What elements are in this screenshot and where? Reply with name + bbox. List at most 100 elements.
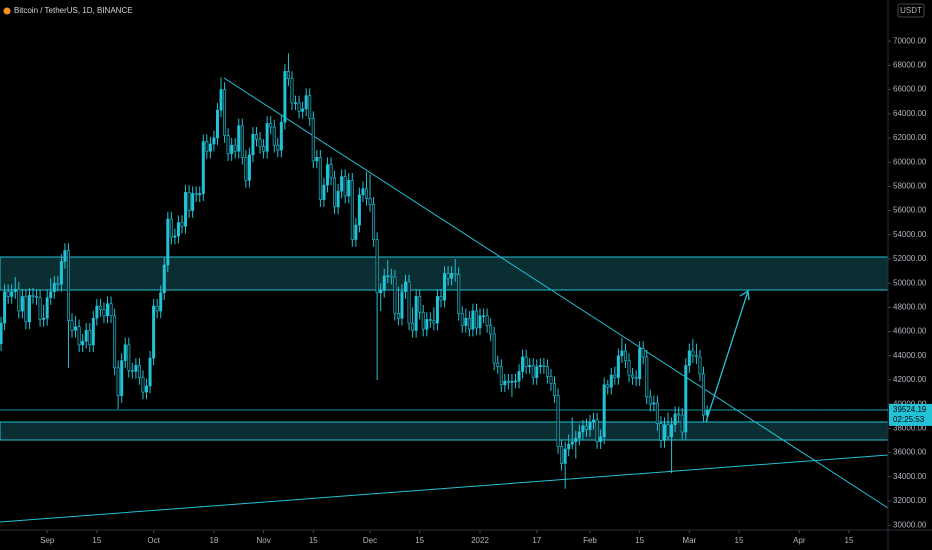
- candle-body: [169, 218, 173, 238]
- candle-body: [38, 297, 42, 320]
- candle-body: [482, 315, 486, 317]
- candle-body: [255, 134, 259, 140]
- candle-body: [59, 261, 63, 285]
- candle-body: [471, 310, 475, 330]
- candle-body: [308, 95, 312, 119]
- candle-body: [27, 294, 31, 323]
- candle-body: [411, 322, 415, 331]
- y-tick-label: 34000.00: [893, 472, 927, 481]
- candle-body: [542, 365, 546, 367]
- candle-body: [450, 273, 454, 279]
- y-tick-label: 48000.00: [893, 302, 927, 311]
- candle-body: [375, 239, 379, 294]
- x-tick-label: Feb: [583, 536, 597, 545]
- candle-body: [655, 402, 659, 424]
- candle-body: [521, 356, 525, 372]
- candle-body: [404, 281, 408, 292]
- candle-body: [563, 448, 567, 464]
- candles: [0, 53, 709, 489]
- arrow-head: [739, 289, 750, 301]
- candle-body: [226, 135, 230, 154]
- candle-body: [176, 222, 180, 237]
- candle-body: [269, 123, 273, 128]
- candle-body: [0, 322, 3, 344]
- y-tick-label: 66000.00: [893, 85, 927, 94]
- candle-body: [510, 380, 514, 383]
- candle-body: [478, 315, 482, 329]
- candle-body: [6, 291, 10, 297]
- candle-body: [301, 108, 305, 112]
- candle-body: [396, 313, 400, 319]
- candle-body: [219, 89, 223, 111]
- candle-body: [513, 380, 517, 383]
- candle-body: [485, 315, 489, 326]
- candle-body: [400, 291, 404, 319]
- candle-body: [304, 95, 308, 110]
- candle-body: [524, 356, 528, 367]
- x-tick-label: 15: [635, 536, 644, 545]
- candle-body: [322, 184, 326, 200]
- y-tick-label: 56000.00: [893, 206, 927, 215]
- candle-body: [109, 303, 113, 317]
- candle-body: [187, 192, 191, 211]
- candle-body: [208, 143, 212, 152]
- candle-body: [180, 222, 184, 227]
- y-tick-label: 36000.00: [893, 448, 927, 457]
- x-tick-label: Nov: [256, 536, 270, 545]
- candle-body: [535, 366, 539, 378]
- candle-body: [343, 176, 347, 197]
- candle-body: [443, 273, 447, 301]
- candle-body: [680, 414, 684, 433]
- candle-body: [428, 319, 432, 321]
- candle-body: [652, 402, 656, 405]
- candle-body: [528, 365, 532, 367]
- y-tick-label: 32000.00: [893, 496, 927, 505]
- candle-body: [116, 367, 120, 396]
- candle-body: [84, 330, 88, 342]
- candle-body: [687, 350, 691, 366]
- candle-body: [439, 296, 443, 301]
- candle-body: [584, 425, 588, 430]
- candle-body: [389, 275, 393, 278]
- candle-body: [279, 121, 283, 151]
- y-tick-label: 50000.00: [893, 278, 927, 287]
- candle-body: [634, 377, 638, 380]
- candle-body: [648, 396, 652, 405]
- last-price-badge: [889, 403, 932, 426]
- x-tick-label: 17: [532, 536, 541, 545]
- candle-body: [627, 360, 631, 376]
- candle-body: [567, 443, 571, 450]
- candle-body: [212, 137, 216, 145]
- candle-body: [184, 192, 188, 227]
- candle-body: [145, 385, 149, 393]
- candle-body: [464, 317, 468, 326]
- candle-body: [645, 356, 649, 398]
- candle-body: [592, 419, 596, 423]
- candle-body: [638, 348, 642, 380]
- candle-body: [230, 144, 234, 154]
- candle-body: [159, 292, 163, 312]
- y-tick-label: 64000.00: [893, 109, 927, 118]
- candle-body: [418, 296, 422, 313]
- candle-body: [602, 384, 606, 438]
- y-tick-label: 30000.00: [893, 520, 927, 529]
- x-tick-label: Oct: [147, 536, 160, 545]
- candle-body: [10, 291, 14, 297]
- candle-body: [272, 126, 276, 146]
- x-tick-label: Apr: [793, 536, 806, 545]
- candle-body: [105, 303, 109, 317]
- candle-body: [364, 188, 368, 199]
- currency-badge[interactable]: [897, 3, 925, 18]
- candle-body: [262, 146, 266, 152]
- candle-body: [198, 193, 202, 196]
- candle-body: [446, 273, 450, 279]
- candle-body: [127, 344, 131, 371]
- candle-body: [620, 350, 624, 357]
- candle-body: [88, 330, 92, 346]
- candle-body: [474, 310, 478, 329]
- projection-arrow: [705, 290, 749, 423]
- candle-body: [432, 320, 436, 324]
- candle-body: [588, 422, 592, 430]
- candle-body: [435, 296, 439, 324]
- candle-body: [489, 325, 493, 335]
